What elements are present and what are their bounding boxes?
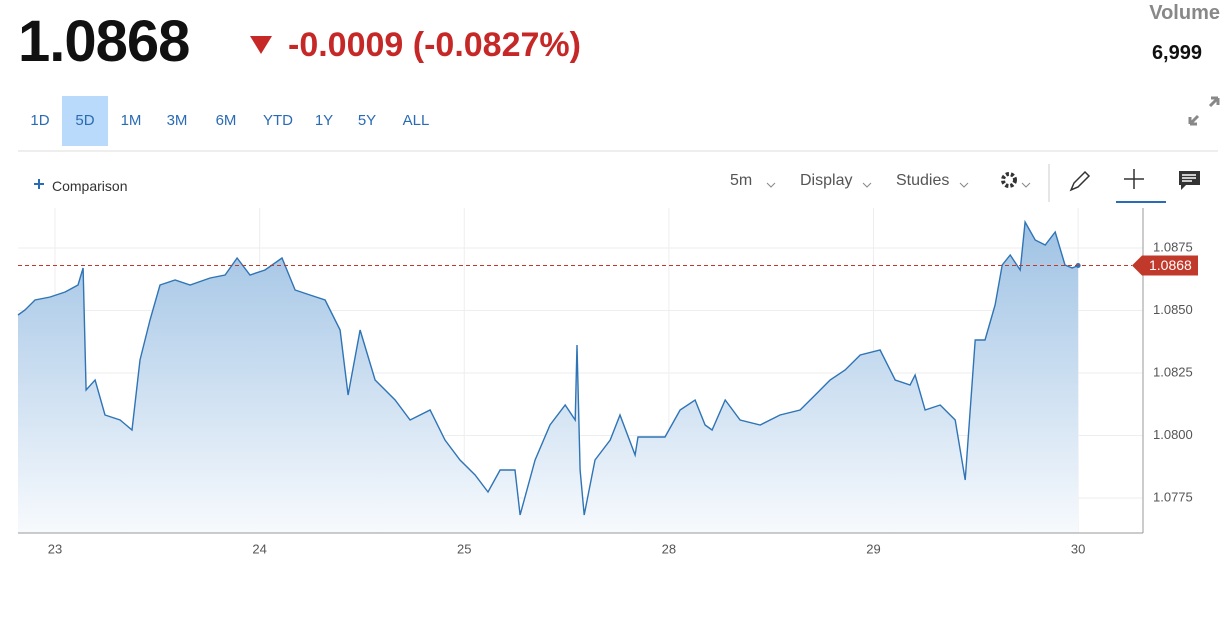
last-price-label: 1.0868 xyxy=(1149,257,1192,273)
plus-icon xyxy=(34,179,44,189)
y-tick-label: 1.0800 xyxy=(1153,427,1193,442)
display[interactable]: Display xyxy=(800,172,853,189)
expand-icon[interactable] xyxy=(1188,96,1220,126)
last-price-tag xyxy=(1132,255,1198,276)
volume: 6,999 xyxy=(1151,42,1202,64)
range-button[interactable]: ALL xyxy=(402,112,430,129)
range-button[interactable]: 3M xyxy=(166,112,188,129)
x-tick-label: 23 xyxy=(48,541,62,556)
down-arrow xyxy=(250,36,272,54)
pencil-icon[interactable] xyxy=(1069,170,1091,192)
price-line xyxy=(17,219,1079,516)
comparison[interactable]: Comparison xyxy=(52,178,128,194)
x-tick-label: 30 xyxy=(1071,541,1085,556)
x-tick-label: 25 xyxy=(457,541,471,556)
range-button[interactable]: 5D xyxy=(62,96,108,146)
change: -0.0009 (-0.0827%) xyxy=(288,26,581,64)
y-tick-label: 1.0850 xyxy=(1153,302,1193,317)
studies[interactable]: Studies xyxy=(896,172,950,189)
y-tick-label: 1.0775 xyxy=(1153,489,1193,504)
x-tick-label: 28 xyxy=(662,541,676,556)
range-button[interactable]: YTD xyxy=(263,112,293,129)
crosshair-icon[interactable] xyxy=(1124,169,1144,189)
x-tick-label: 29 xyxy=(866,541,880,556)
range-button[interactable]: 1D xyxy=(30,112,50,129)
settings-icon[interactable] xyxy=(1001,172,1017,188)
volume-label: Volume xyxy=(1149,2,1220,24)
x-tick-label: 24 xyxy=(252,541,266,556)
area xyxy=(18,222,1079,533)
price: 1.0868 xyxy=(18,9,190,74)
range-button[interactable]: 1M xyxy=(120,112,142,129)
interval[interactable]: 5m xyxy=(730,172,753,189)
y-tick-label: 1.0875 xyxy=(1153,239,1193,254)
y-tick-label: 1.0825 xyxy=(1153,364,1193,379)
range-button[interactable]: 6M xyxy=(215,112,237,129)
range-button[interactable]: 1Y xyxy=(314,112,334,129)
range-button[interactable]: 5Y xyxy=(357,112,377,129)
